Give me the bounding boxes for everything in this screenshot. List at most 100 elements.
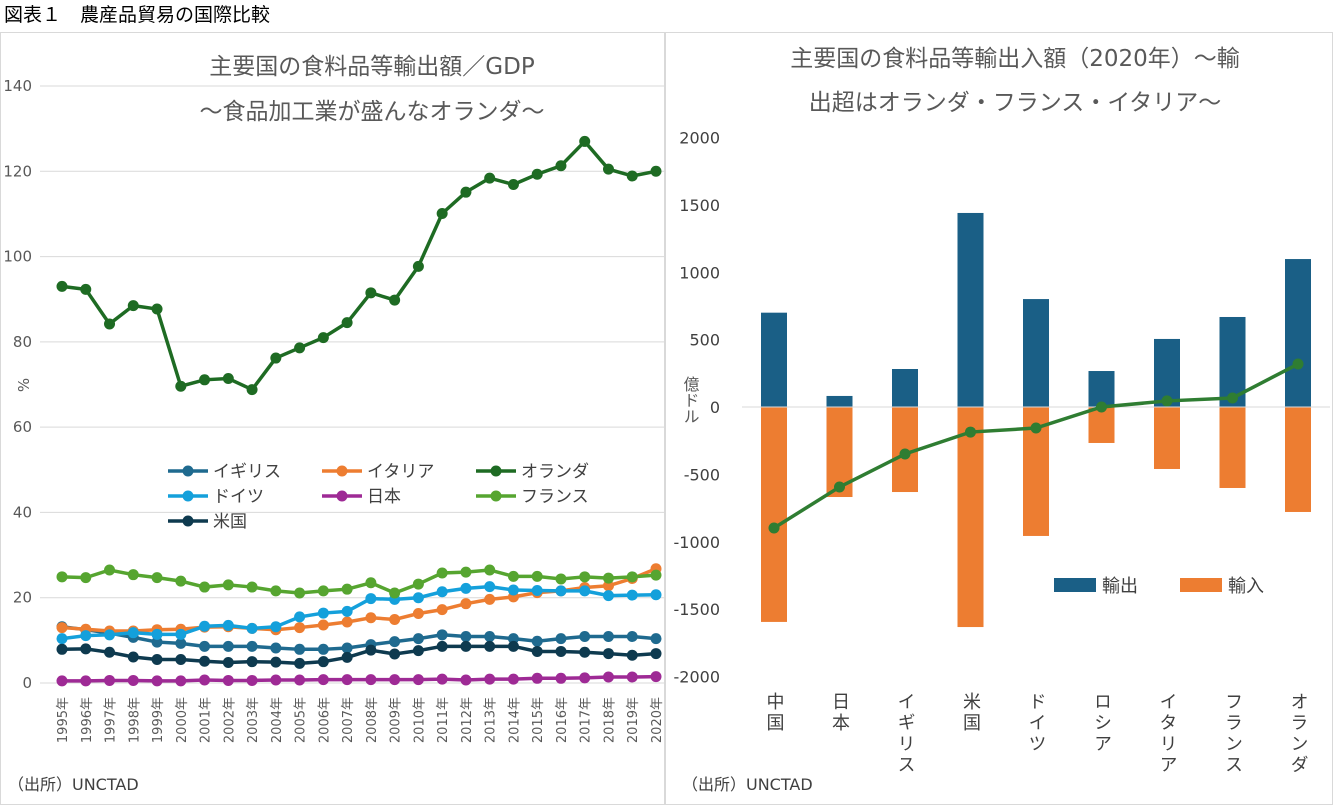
data-point [246, 384, 258, 396]
legend-marker [182, 515, 194, 527]
data-point [104, 629, 116, 641]
x-tick-label: 2006年 [317, 697, 332, 743]
right-chart-title: 主要国の食料品等輸出入額（2020年）～輸 [790, 46, 1240, 72]
data-point [555, 573, 567, 585]
data-point [365, 644, 377, 656]
data-point [531, 168, 543, 180]
data-point [460, 598, 472, 610]
legend-label: フランス [521, 487, 589, 507]
data-point [341, 583, 353, 595]
y-tick-label: 500 [689, 331, 720, 350]
data-point [555, 160, 567, 172]
data-point [484, 640, 496, 652]
data-point [602, 572, 614, 584]
data-point [80, 283, 92, 295]
data-point [341, 317, 353, 329]
line-chart: 主要国の食料品等輸出額／GDP ～食品加工業が盛んなオランダ～ % （出所）UN… [3, 54, 665, 794]
data-point [412, 633, 424, 645]
data-point [175, 675, 187, 687]
y-tick-label: -500 [684, 465, 720, 484]
data-point [555, 645, 567, 657]
data-point [365, 577, 377, 589]
y-tick-label: 1000 [679, 263, 720, 282]
x-tick-label: 1995年 [56, 697, 71, 743]
x-tick-label: 2013年 [484, 697, 499, 743]
net-point [1096, 401, 1107, 413]
data-point [317, 607, 329, 619]
bar-輸入 [1088, 407, 1115, 443]
data-point [650, 633, 662, 645]
data-point [222, 640, 234, 652]
data-point [507, 673, 519, 685]
data-point [389, 294, 401, 306]
legend-marker [336, 465, 348, 477]
legend-label: 日本 [367, 487, 401, 507]
data-point [436, 586, 448, 598]
data-point [507, 584, 519, 596]
data-point [650, 165, 662, 177]
data-point [436, 567, 448, 579]
x-tick-label: 2005年 [294, 697, 309, 743]
x-tick-label: 2004年 [270, 697, 285, 743]
y-tick-label: 140 [3, 77, 32, 95]
data-point [626, 649, 638, 661]
x-tick-label: 2007年 [341, 697, 356, 743]
data-point [436, 604, 448, 616]
data-point [246, 581, 258, 593]
data-point [602, 671, 614, 683]
data-point [127, 627, 139, 639]
bar-輸出 [1285, 259, 1311, 407]
data-point [56, 675, 68, 687]
data-point [602, 580, 614, 592]
legend-marker [182, 490, 194, 502]
data-point [151, 628, 163, 640]
data-point [436, 640, 448, 652]
data-point [531, 645, 543, 657]
data-point [602, 163, 614, 175]
data-point [555, 633, 567, 645]
data-point [365, 612, 377, 624]
left-y-axis-label: % [15, 378, 33, 392]
data-point [294, 622, 306, 634]
data-point [270, 674, 282, 686]
data-point [80, 675, 92, 687]
data-point [436, 629, 448, 641]
data-point [460, 674, 472, 686]
net-point [899, 448, 911, 460]
right-source: （出所）UNCTAD [682, 775, 813, 794]
legend-label: オランダ [521, 462, 589, 482]
x-tick-label: 2019年 [626, 697, 641, 743]
x-tick-label: 2003年 [246, 697, 261, 743]
data-point [579, 631, 591, 643]
data-point [531, 672, 543, 684]
data-point [531, 584, 543, 596]
data-point [555, 672, 567, 684]
bar-輸出 [1023, 299, 1049, 407]
bar-輸出 [957, 212, 984, 407]
net-point [965, 426, 976, 438]
data-point [56, 643, 68, 655]
data-point [389, 674, 401, 686]
x-tick-label: ロシア [1091, 692, 1112, 755]
data-point [127, 300, 139, 312]
data-point [602, 590, 614, 602]
y-tick-label: 80 [13, 333, 32, 351]
data-point [246, 640, 258, 652]
x-tick-label: フランス [1222, 692, 1243, 776]
data-point [389, 648, 401, 660]
data-point [436, 673, 448, 685]
legend-marker [490, 490, 502, 502]
y-tick-label: -1500 [674, 600, 721, 619]
data-point [222, 619, 234, 631]
data-point [151, 675, 163, 687]
x-tick-label: オランダ [1288, 692, 1309, 776]
data-point [365, 593, 377, 605]
figure-title: 図表１ 農産品貿易の国際比較 [4, 4, 270, 26]
x-tick-label: 2015年 [531, 697, 546, 743]
data-point [270, 352, 282, 364]
y-tick-label: 2000 [679, 129, 720, 148]
data-point [199, 640, 211, 652]
data-point [222, 579, 234, 591]
data-point [222, 674, 234, 686]
